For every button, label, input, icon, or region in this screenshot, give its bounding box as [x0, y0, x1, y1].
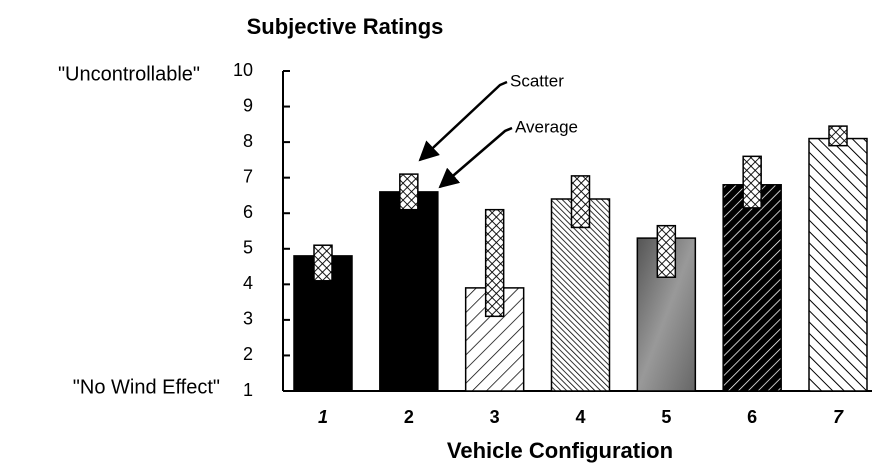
y-bottom-label: "No Wind Effect"	[73, 376, 220, 398]
x-tick-label: 2	[404, 407, 414, 427]
bar	[722, 184, 782, 392]
x-tick-label: 5	[661, 407, 671, 427]
annotation-arrow	[438, 126, 513, 189]
x-tick-label: 7	[833, 407, 844, 427]
x-tick-label: 4	[575, 407, 585, 427]
bar	[379, 191, 439, 392]
y-tick-label: 8	[243, 131, 253, 151]
y-tick-label: 7	[243, 166, 253, 186]
y-tick-label: 1	[243, 380, 253, 400]
annotation: Average	[515, 117, 578, 136]
y-tick-label: 9	[243, 95, 253, 115]
chart-title: Subjective Ratings	[247, 14, 444, 39]
y-tick-label: 4	[243, 273, 253, 293]
y-tick-label: 10	[233, 60, 253, 80]
y-tick-label: 3	[243, 309, 253, 329]
scatter-range	[656, 224, 677, 278]
scatter-range	[313, 244, 333, 282]
scatter-range	[484, 208, 505, 318]
scatter-range	[828, 125, 848, 147]
scatter-range	[399, 173, 419, 211]
scatter-range	[570, 175, 591, 229]
y-tick-label: 2	[243, 344, 253, 364]
x-tick-label: 1	[318, 407, 328, 427]
y-top-label: "Uncontrollable"	[58, 63, 200, 85]
bar	[808, 137, 868, 392]
x-tick-label: 3	[490, 407, 500, 427]
x-axis-label: Vehicle Configuration	[447, 438, 673, 463]
scatter-range	[742, 155, 762, 209]
annotation-arrow	[418, 80, 508, 162]
annotation: Scatter	[510, 71, 564, 90]
x-tick-label: 6	[747, 407, 757, 427]
y-tick-label: 6	[243, 202, 253, 222]
y-tick-label: 5	[243, 238, 253, 258]
